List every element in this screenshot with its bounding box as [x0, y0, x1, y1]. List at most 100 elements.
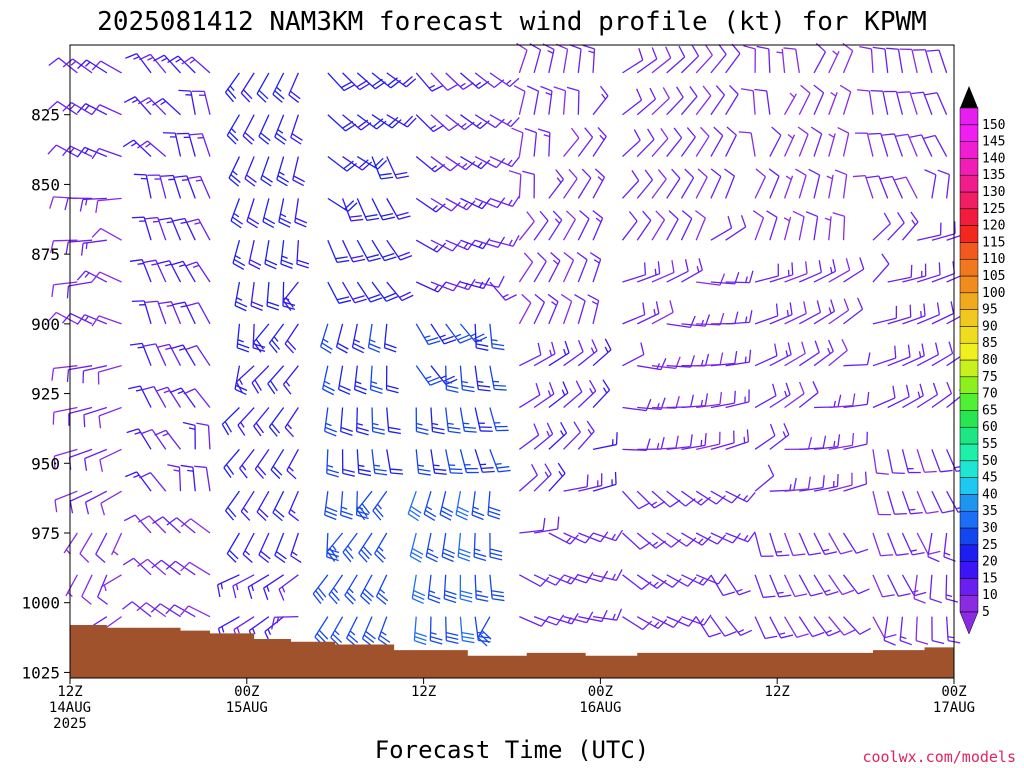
wind-barb — [563, 474, 589, 492]
wind-barb — [710, 390, 736, 409]
wind-barb — [460, 197, 491, 210]
wind-barb — [169, 387, 196, 408]
wind-barb — [813, 532, 837, 556]
wind-barb — [122, 557, 152, 576]
wind-barb — [887, 212, 905, 241]
wind-barb — [810, 126, 823, 157]
colorbar-label: 135 — [982, 168, 1005, 183]
wind-barb — [798, 84, 811, 116]
wind-barb — [681, 532, 712, 546]
wind-barb — [288, 490, 300, 522]
wind-barb — [91, 104, 122, 116]
wind-barb — [636, 128, 655, 157]
wind-barb — [828, 338, 848, 367]
wind-barb — [489, 574, 505, 602]
wind-barb — [526, 85, 540, 115]
colorbar-bin — [959, 326, 979, 344]
wind-barb — [798, 574, 823, 597]
wind-barb — [636, 301, 660, 325]
wind-barb — [636, 574, 667, 589]
wind-barb — [592, 608, 623, 621]
x-axis-label: Forecast Time (UTC) — [375, 736, 650, 764]
wind-barb — [167, 464, 182, 492]
wind-barb — [47, 100, 78, 116]
wind-barb — [680, 86, 698, 116]
wind-barb — [533, 516, 560, 534]
wind-barb — [738, 131, 756, 157]
wind-barb — [337, 365, 351, 395]
wind-barb — [931, 341, 954, 367]
wind-barb — [474, 323, 489, 351]
wind-barb — [77, 59, 108, 74]
wind-barb — [622, 169, 640, 199]
wind-barb — [145, 300, 167, 325]
wind-barb — [622, 302, 646, 325]
wind-barb — [842, 532, 869, 554]
colorbar-label: 75 — [982, 370, 998, 385]
wind-barb — [296, 240, 310, 269]
wind-barb — [129, 342, 152, 366]
wind-barb — [828, 133, 836, 157]
wind-barb — [489, 155, 520, 168]
wind-barb — [533, 252, 547, 283]
wind-barb — [223, 448, 240, 479]
wind-barb — [725, 43, 741, 74]
wind-barb — [843, 431, 868, 450]
x-tick-label: 16AUG — [579, 700, 621, 716]
colorbar-label: 115 — [982, 235, 1005, 250]
wind-barb — [459, 616, 475, 644]
wind-barb — [533, 382, 555, 409]
colorbar-bin — [959, 359, 979, 378]
wind-barb — [165, 560, 196, 576]
wind-barb — [413, 616, 427, 646]
wind-barb — [79, 532, 93, 563]
colorbar-label: 110 — [982, 252, 1005, 267]
colorbar-label: 125 — [982, 202, 1005, 217]
colorbar-bin — [959, 124, 979, 142]
wind-barb — [563, 380, 583, 409]
wind-barb — [923, 134, 948, 157]
wind-barb — [445, 155, 476, 171]
wind-barb — [264, 240, 278, 270]
wind-barb — [489, 281, 517, 301]
wind-barb — [945, 574, 959, 603]
wind-barb — [181, 56, 211, 74]
wind-barb — [798, 616, 825, 638]
wind-barb — [651, 574, 682, 588]
wind-barb — [651, 169, 667, 199]
wind-barb — [122, 601, 152, 618]
wind-barb — [489, 365, 507, 391]
wind-barb — [184, 261, 211, 283]
wind-barb — [268, 323, 285, 354]
wind-barb — [79, 197, 107, 212]
wind-barb — [828, 298, 850, 325]
wind-barb — [893, 176, 918, 199]
wind-barb — [769, 262, 794, 283]
wind-barb — [931, 490, 955, 514]
wind-barb — [189, 133, 211, 157]
wind-barb — [324, 407, 337, 437]
wind-barb — [459, 365, 475, 393]
wind-barb — [695, 532, 727, 545]
wind-barb — [834, 169, 848, 199]
colorbar-label: 145 — [982, 135, 1005, 150]
wind-barb — [137, 515, 167, 534]
y-axis: 825 850 875 900 925 950 975 1000 1025 — [21, 106, 70, 682]
wind-barb — [125, 52, 152, 74]
wind-barb — [754, 303, 779, 325]
wind-barb — [837, 127, 850, 157]
wind-barb — [902, 383, 924, 409]
wind-barb — [887, 574, 911, 597]
wind-barb — [68, 406, 93, 426]
wind-barb — [622, 532, 651, 550]
wind-barb — [783, 175, 794, 199]
wind-barb — [246, 198, 260, 229]
wind-barb — [322, 365, 335, 396]
wind-barb — [50, 239, 78, 254]
wind-barb — [696, 312, 725, 326]
wind-barb — [540, 85, 553, 115]
credit-link[interactable]: coolwx.com/models — [862, 748, 1016, 766]
wind-barb — [186, 218, 211, 241]
wind-barb — [383, 323, 397, 353]
